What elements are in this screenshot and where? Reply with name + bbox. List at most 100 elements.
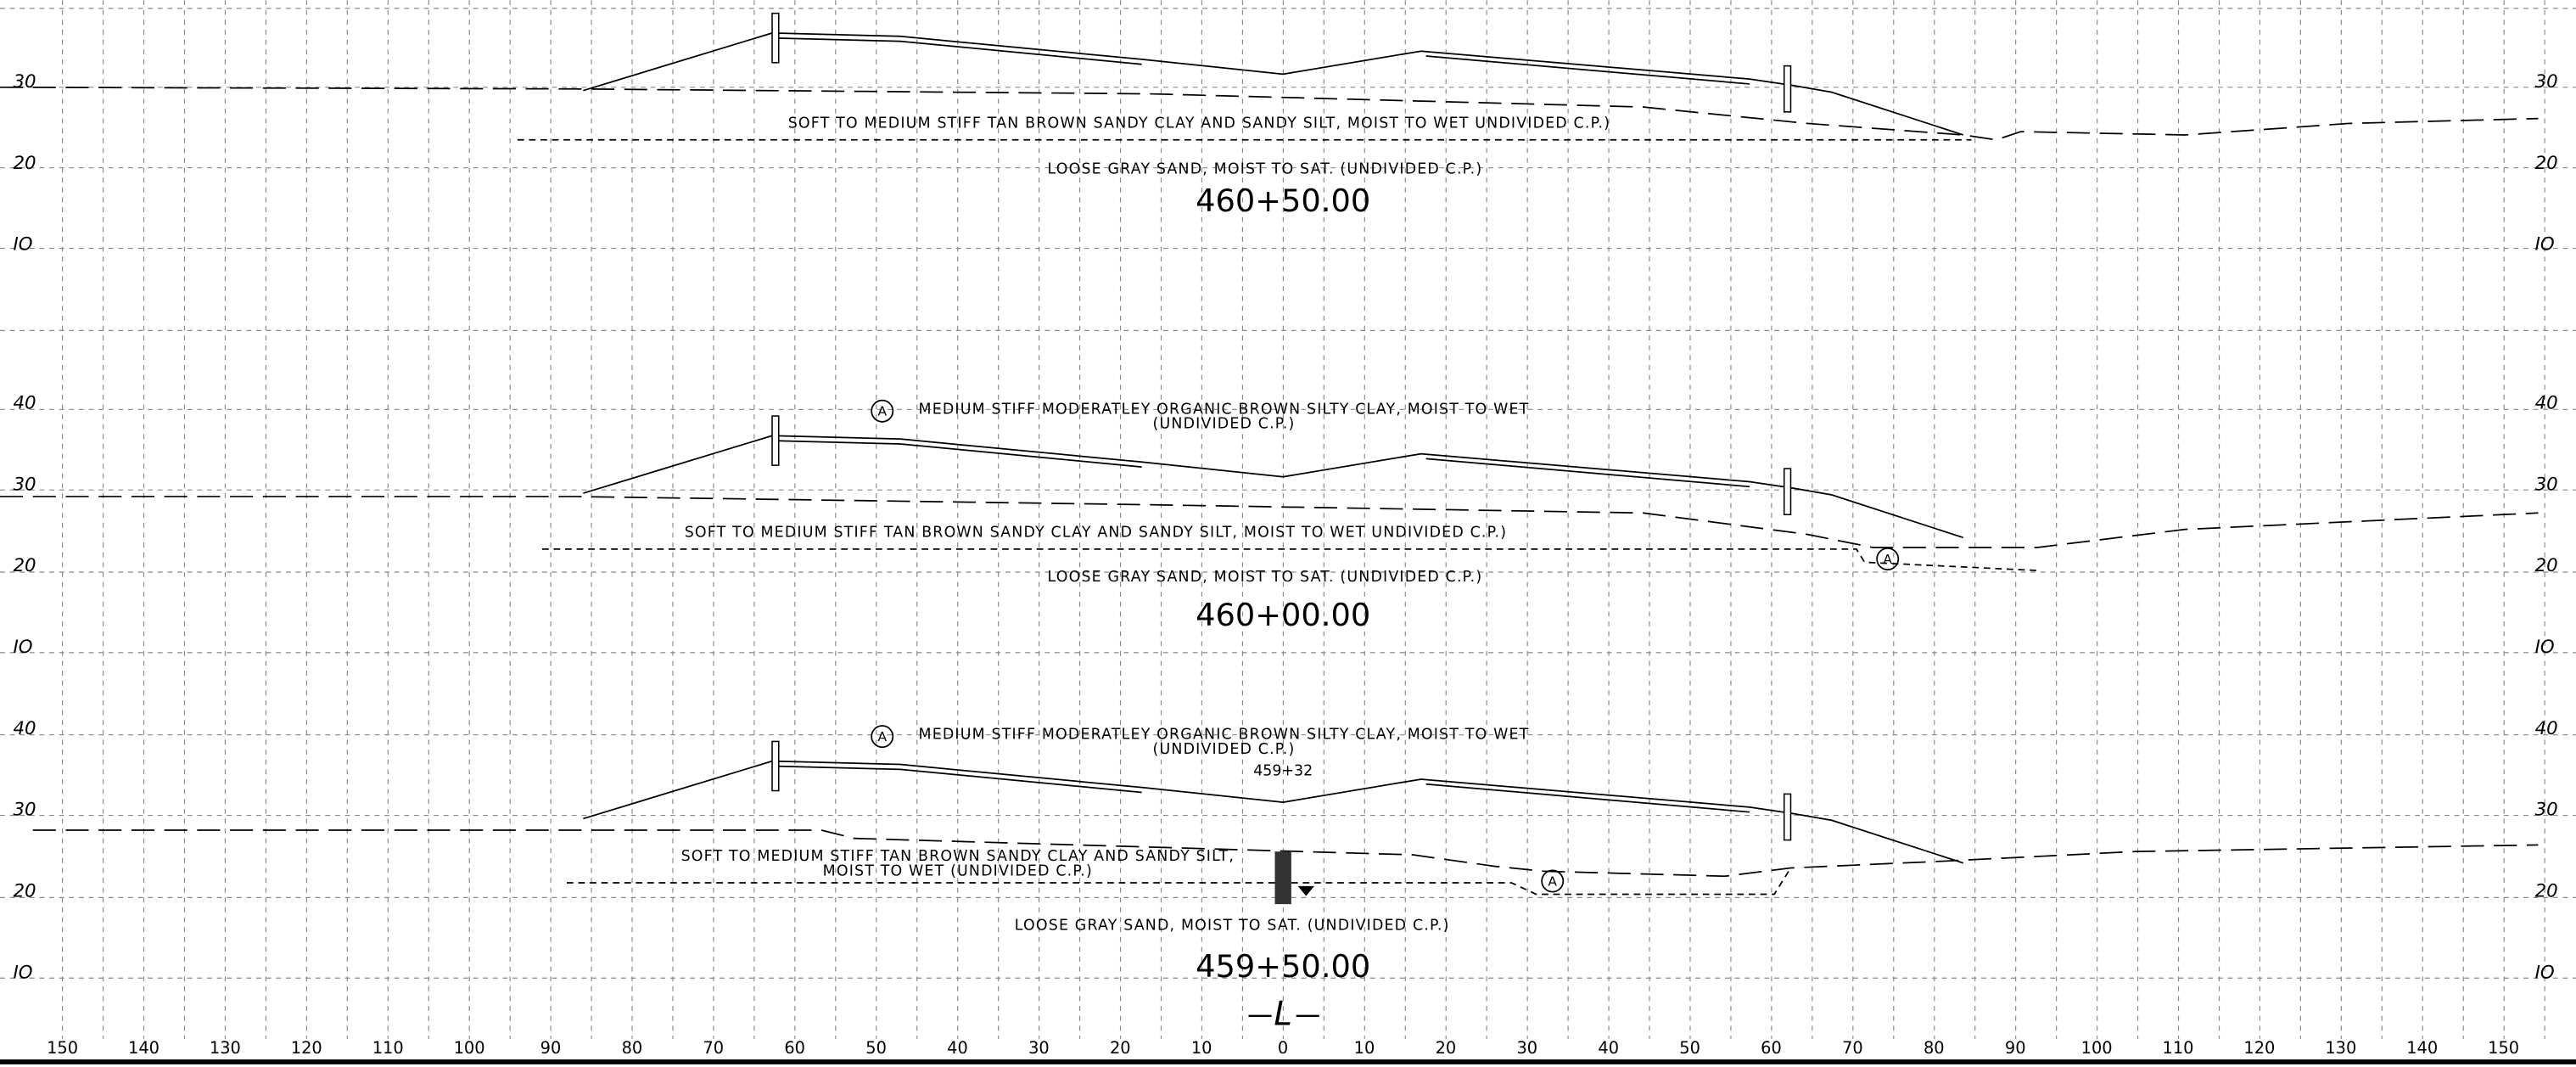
offset-label: 90 <box>540 1038 562 1058</box>
guardrail-post <box>1783 65 1792 113</box>
elevation-label: 30 <box>13 71 36 93</box>
pavement <box>772 37 1142 65</box>
offset-label: 10 <box>1354 1038 1375 1058</box>
offset-label: 60 <box>1761 1038 1782 1058</box>
marker-note: (UNDIVIDED C.P.) <box>1153 741 1296 758</box>
elevation-label: IO <box>2535 637 2555 658</box>
offset-label: 30 <box>1028 1038 1050 1058</box>
soil-label: SOFT TO MEDIUM STIFF TAN BROWN SANDY CLA… <box>685 525 1507 542</box>
ground-line <box>0 496 2539 548</box>
offset-label: 80 <box>1924 1038 1945 1058</box>
marker-note: (UNDIVIDED C.P.) <box>1153 416 1296 433</box>
water-table <box>1297 885 1314 896</box>
marker-note: MEDIUM STIFF MODERATLEY ORGANIC BROWN SI… <box>919 727 1530 744</box>
marker-circle <box>1876 548 1900 570</box>
soil-boundary <box>566 868 1792 896</box>
elevation-label: 30 <box>2535 71 2558 93</box>
soil-label: LOOSE GRAY SAND, MOIST TO SAT. (UNDIVIDE… <box>1048 569 1483 586</box>
station-label: 460+00.00 <box>1196 597 1370 633</box>
offset-label: 110 <box>372 1038 404 1058</box>
guardrail-post <box>771 12 780 64</box>
marker-label: A <box>877 404 887 419</box>
elevation-label: IO <box>13 637 32 658</box>
boring-log <box>1274 851 1291 905</box>
offset-label: 40 <box>947 1038 968 1058</box>
guardrail-post <box>1783 793 1792 841</box>
offset-label: 20 <box>1436 1038 1457 1058</box>
elevation-label: IO <box>13 962 32 983</box>
offset-label: 70 <box>703 1038 724 1058</box>
elevation-label: 20 <box>2535 881 2558 902</box>
section: 30 30 20 20 IO IO SOFT TO MEDIUM STIFF TAN BRO… <box>0 12 2558 256</box>
offset-label: 120 <box>2243 1038 2275 1058</box>
elevation-label: IO <box>2535 234 2555 256</box>
offset-label: 140 <box>128 1038 160 1058</box>
offset-label: 50 <box>1679 1038 1700 1058</box>
pavement <box>1425 458 1750 488</box>
offset-label: 0 <box>1278 1038 1288 1058</box>
soil-label: SOFT TO MEDIUM STIFF TAN BROWN SANDY CLA… <box>788 115 1610 132</box>
soil-boundary <box>541 548 2037 571</box>
elevation-label: 20 <box>13 881 36 902</box>
embankment <box>583 32 1964 136</box>
guardrail-post <box>1783 468 1792 516</box>
centerline-label: L <box>1274 995 1292 1033</box>
offset-label: 130 <box>2325 1038 2356 1058</box>
offset-label: 80 <box>622 1038 643 1058</box>
elevation-label: 30 <box>13 474 36 495</box>
elevation-label: 40 <box>13 718 36 739</box>
boring-label: 459+32 <box>1253 762 1313 779</box>
elevation-label: 30 <box>2535 474 2558 495</box>
soil-label: LOOSE GRAY SAND, MOIST TO SAT. (UNDIVIDE… <box>1015 917 1450 934</box>
offset-label: 130 <box>210 1038 241 1058</box>
offset-label: 20 <box>1110 1038 1131 1058</box>
offset-label: 100 <box>2081 1038 2113 1058</box>
elevation-label: IO <box>13 234 32 256</box>
embankment <box>583 760 1964 864</box>
offset-label: 40 <box>1598 1038 1619 1058</box>
offset-label: 100 <box>454 1038 485 1058</box>
elevation-label: IO <box>2535 962 2555 983</box>
elevation-label: 20 <box>2535 153 2558 174</box>
elevation-label: 20 <box>2535 555 2558 576</box>
guardrail-post <box>771 415 780 466</box>
elevation-label: 40 <box>13 393 36 414</box>
ground-line <box>32 829 2539 878</box>
pavement <box>1425 783 1750 813</box>
elevation-label: 20 <box>13 555 36 576</box>
offset-label: 10 <box>1191 1038 1212 1058</box>
marker-label: A <box>1883 552 1892 567</box>
offset-label: 90 <box>2005 1038 2026 1058</box>
offset-label: 50 <box>865 1038 887 1058</box>
offset-label: 120 <box>291 1038 322 1058</box>
soil-label: LOOSE GRAY SAND, MOIST TO SAT. (UNDIVIDE… <box>1048 161 1483 178</box>
ground-line <box>0 86 2539 141</box>
offset-label: 150 <box>47 1038 78 1058</box>
marker-circle <box>871 399 894 423</box>
pavement <box>772 765 1142 794</box>
elevation-label: 30 <box>13 800 36 821</box>
offset-label: 150 <box>2488 1038 2519 1058</box>
offset-label: 70 <box>1842 1038 1863 1058</box>
soil-label: SOFT TO MEDIUM STIFF TAN BROWN SANDY CLA… <box>681 848 1235 865</box>
section: 40 40 30 30 20 20 IO IO SOFT TO MEDIUM STIFF TAN… <box>0 393 2558 658</box>
offset-label: 30 <box>1516 1038 1537 1058</box>
marker-circle <box>871 725 894 749</box>
elevation-label: 40 <box>2535 718 2558 739</box>
station-label: 460+50.00 <box>1196 183 1370 219</box>
embankment <box>583 435 1964 539</box>
elevation-label: 30 <box>2535 800 2558 821</box>
offset-label: 60 <box>784 1038 805 1058</box>
soil-label: MOIST TO WET (UNDIVIDED C.P.) <box>823 862 1093 879</box>
guardrail-post <box>771 740 780 792</box>
elevation-label: 40 <box>2535 393 2558 414</box>
marker-label: A <box>877 729 887 744</box>
offset-label: 140 <box>2406 1038 2438 1058</box>
elevation-label: 20 <box>13 153 36 174</box>
pavement <box>1425 55 1750 85</box>
marker-circle <box>1541 869 1565 893</box>
station-label: 459+50.00 <box>1196 948 1370 985</box>
marker-note: MEDIUM STIFF MODERATLEY ORGANIC BROWN SI… <box>919 401 1530 418</box>
section: 40 40 30 30 20 20 IO IO SOFT TO MEDIUM STIFF TAN… <box>13 718 2557 985</box>
